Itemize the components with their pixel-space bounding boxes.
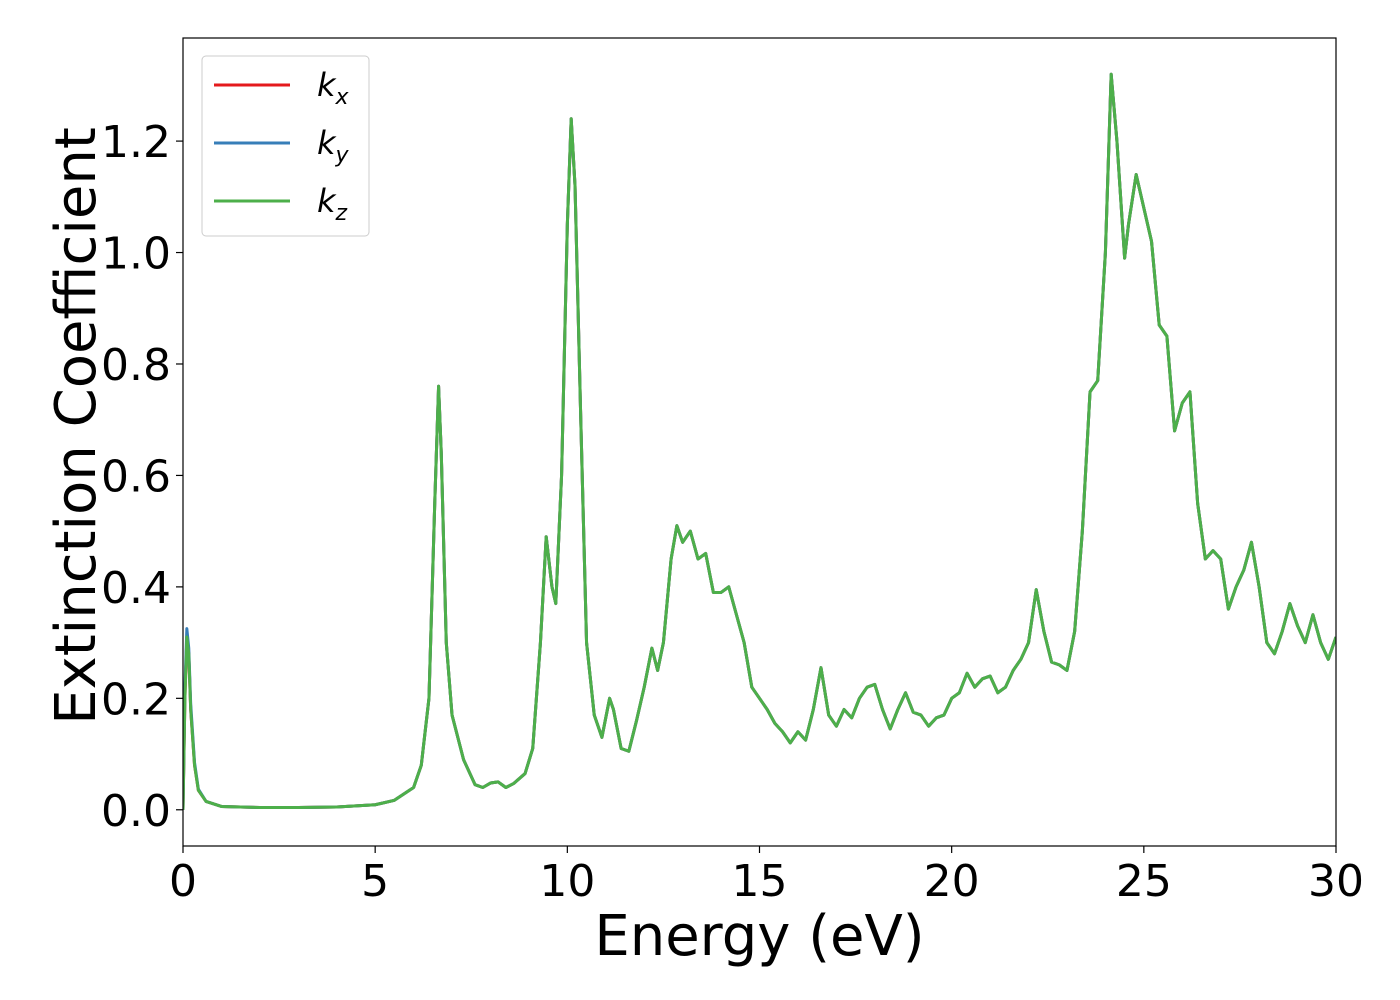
legend-box: [201, 55, 370, 237]
legend-label-k-y: ky: [317, 124, 350, 168]
x-axis-title: Energy (eV): [594, 904, 924, 969]
y-axis-title: Extinction Coefficient: [44, 127, 109, 725]
legend-label-k-z: kz: [317, 182, 348, 226]
y-tick-label: 0.6: [101, 451, 171, 502]
series-line-k-z: [183, 72, 1336, 810]
y-axis-ticks: 0.0 0.2 0.4 0.6 0.8 1.0 1.2: [101, 117, 183, 837]
x-tick-label: 15: [732, 856, 788, 907]
y-tick-label: 0.2: [101, 674, 171, 725]
x-tick-label: 0: [169, 856, 197, 907]
x-tick-label: 10: [539, 856, 595, 907]
x-axis-ticks: 0 5 10 15 20 25 30: [169, 846, 1364, 907]
y-tick-label: 1.0: [101, 229, 171, 280]
y-tick-label: 0.0: [101, 786, 171, 837]
series-layer: [183, 72, 1336, 810]
x-tick-label: 25: [1116, 856, 1172, 907]
x-tick-label: 20: [924, 856, 980, 907]
y-tick-label: 0.4: [101, 563, 171, 614]
x-tick-label: 30: [1308, 856, 1364, 907]
y-tick-label: 0.8: [101, 340, 171, 391]
legend-label-k-x: kx: [317, 66, 350, 110]
legend: kx ky kz: [201, 55, 370, 237]
y-tick-label: 1.2: [101, 117, 171, 168]
x-tick-label: 5: [361, 856, 389, 907]
